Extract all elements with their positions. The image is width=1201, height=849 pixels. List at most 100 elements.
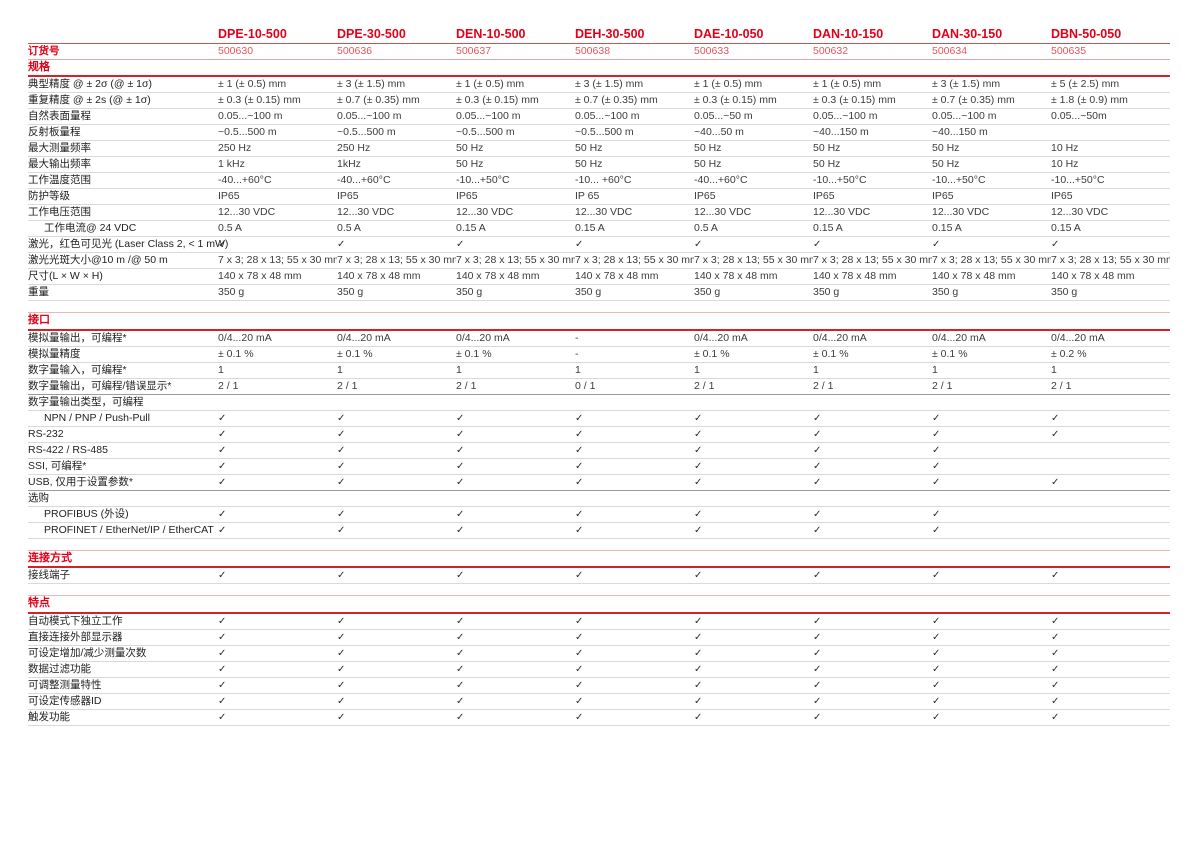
table-row: 工作温度范围 -40...+60°C -40...+60°C -10...+50°C -… (28, 172, 1170, 189)
spec-cell: ✓ (694, 693, 813, 710)
checkmark-icon: ✓ (337, 428, 346, 440)
checkmark-icon: ✓ (575, 428, 584, 440)
checkmark-icon: ✓ (813, 615, 822, 627)
row-label: 可设定增加/减少测量次数 (28, 645, 218, 662)
spec-cell: ✓ (1051, 474, 1170, 491)
spec-cell: 7 x 3; 28 x 13; 55 x 30 mm (932, 252, 1051, 269)
table-row: 规格 (28, 59, 1170, 77)
spec-cell (218, 394, 337, 411)
row-label: 防护等级 (28, 188, 218, 205)
spec-cell: 50 Hz (694, 140, 813, 157)
spec-cell: 0/4...20 mA (456, 329, 575, 347)
checkmark-icon: ✓ (1051, 711, 1060, 723)
spec-cell: ± 1.8 (± 0.9) mm (1051, 92, 1170, 109)
spec-cell (813, 490, 932, 507)
spec-cell: ✓ (456, 426, 575, 443)
spec-cell: 7 x 3; 28 x 13; 55 x 30 mm (456, 252, 575, 269)
spec-cell: ✓ (813, 629, 932, 646)
spacer-cell (28, 538, 1170, 550)
checkmark-icon: ✓ (456, 412, 465, 424)
spec-cell (337, 394, 456, 411)
row-label: 触发功能 (28, 709, 218, 726)
checkmark-icon: ✓ (456, 679, 465, 691)
row-label: 订货号 (28, 43, 218, 60)
spec-cell: ~40...150 m (932, 124, 1051, 141)
spec-cell: 1 (1051, 362, 1170, 379)
table-row: 数据过滤功能 ✓ ✓ ✓ ✓ ✓ ✓ ✓ ✓ (28, 661, 1170, 678)
table-row: 最大输出频率 1 kHz 1kHz 50 Hz 50 Hz 50 Hz 50 Hz 50 Hz… (28, 156, 1170, 173)
spec-cell: ~0.5...500 m (575, 124, 694, 141)
table-row: 尺寸(L × W × H) 140 x 78 x 48 mm 140 x 78 x … (28, 268, 1170, 285)
checkmark-icon: ✓ (218, 615, 227, 627)
checkmark-icon: ✓ (218, 647, 227, 659)
checkmark-icon: ✓ (337, 631, 346, 643)
checkmark-icon: ✓ (694, 412, 703, 424)
spec-cell: ✓ (1051, 661, 1170, 678)
spec-cell: ✓ (932, 645, 1051, 662)
spec-cell: ✓ (575, 693, 694, 710)
spec-cell (1051, 458, 1170, 475)
spec-cell: 0 / 1 (575, 378, 694, 395)
product-name: DEN-10-500 (456, 26, 575, 44)
spec-cell: ✓ (456, 522, 575, 539)
spec-cell: 7 x 3; 28 x 13; 55 x 30 mm (694, 252, 813, 269)
spec-cell (575, 490, 694, 507)
checkmark-icon: ✓ (456, 524, 465, 536)
checkmark-icon: ✓ (456, 615, 465, 627)
spec-cell: ✓ (218, 410, 337, 427)
table-row: 订货号 500630 500636 500637 500638 500633 500632 5… (28, 43, 1170, 60)
spec-cell: ✓ (218, 426, 337, 443)
spec-cell: ✓ (932, 677, 1051, 694)
spec-cell: ± 0.2 % (1051, 346, 1170, 363)
spec-cell (813, 394, 932, 411)
spec-cell (218, 490, 337, 507)
table-row: 最大测量频率 250 Hz 250 Hz 50 Hz 50 Hz 50 Hz 50 Hz 50… (28, 140, 1170, 157)
spec-cell: 12...30 VDC (575, 204, 694, 221)
checkmark-icon: ✓ (694, 524, 703, 536)
checkmark-icon: ✓ (694, 631, 703, 643)
checkmark-icon: ✓ (575, 647, 584, 659)
spec-cell: 350 g (694, 284, 813, 301)
spec-cell: ✓ (694, 506, 813, 523)
spec-cell: ± 0.1 % (694, 346, 813, 363)
checkmark-icon: ✓ (337, 679, 346, 691)
spec-cell: ✓ (337, 506, 456, 523)
checkmark-icon: ✓ (813, 631, 822, 643)
row-label: 重复精度 @ ± 2s (@ ± 1σ) (28, 92, 218, 109)
checkmark-icon: ✓ (1051, 428, 1060, 440)
checkmark-icon: ✓ (337, 647, 346, 659)
spec-cell: 0/4...20 mA (337, 329, 456, 347)
checkmark-icon: ✓ (337, 695, 346, 707)
row-label: 可设定传感器ID (28, 693, 218, 710)
checkmark-icon: ✓ (218, 476, 227, 488)
row-label: 激光光斑大小@10 m /@ 50 m (28, 252, 218, 269)
spec-cell: ✓ (456, 645, 575, 662)
spec-cell: 140 x 78 x 48 mm (575, 268, 694, 285)
table-row: PROFINET / EtherNet/IP / EtherCAT ✓ ✓ ✓ ✓ ✓ ✓ ✓ (28, 522, 1170, 539)
spec-cell: ✓ (813, 677, 932, 694)
spec-cell: ✓ (337, 458, 456, 475)
checkmark-icon: ✓ (456, 631, 465, 643)
spec-cell: 250 Hz (337, 140, 456, 157)
spec-cell: 0/4...20 mA (694, 329, 813, 347)
spec-cell: ✓ (694, 645, 813, 662)
spec-cell: 7 x 3; 28 x 13; 55 x 30 mm (813, 252, 932, 269)
spec-cell: ✓ (813, 474, 932, 491)
spec-cell: ✓ (218, 506, 337, 523)
spec-cell: ± 1 (± 0.5) mm (694, 76, 813, 93)
checkmark-icon: ✓ (575, 615, 584, 627)
spec-cell: 2 / 1 (337, 378, 456, 395)
spec-cell: ✓ (575, 474, 694, 491)
spec-cell: -10...+50°C (456, 172, 575, 189)
checkmark-icon: ✓ (1051, 476, 1060, 488)
spec-cell: ✓ (218, 693, 337, 710)
row-label: NPN / PNP / Push-Pull (28, 410, 218, 427)
spec-cell: ✓ (337, 629, 456, 646)
spec-cell: ✓ (337, 567, 456, 584)
row-label: 数字量输出，可编程/错误显示* (28, 378, 218, 395)
checkmark-icon: ✓ (813, 570, 822, 581)
spec-cell: 0.15 A (813, 220, 932, 237)
spec-cell: - (575, 329, 694, 347)
spec-cell: 0.05...~100 m (932, 108, 1051, 125)
spec-cell: ✓ (337, 693, 456, 710)
